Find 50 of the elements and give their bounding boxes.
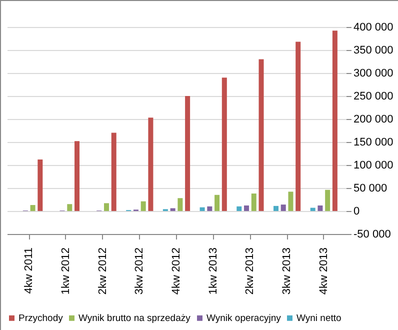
bar [207,206,212,211]
y-tick-label: 50 000 [354,182,388,194]
bar [318,205,323,211]
bar [111,132,116,211]
x-tick-label: 1kw 2013 [207,248,220,295]
x-tick-label: 2kw 2013 [244,248,256,295]
bar [200,207,205,211]
bar [280,204,286,211]
x-tick-label: 1kw 2012 [60,248,72,295]
bar [258,59,264,211]
y-tick-label: 0 [354,206,360,218]
bar [288,192,294,211]
legend-label: Przychody [18,313,64,324]
bar [185,96,190,211]
bar [140,201,146,211]
bar [296,42,301,211]
legend-label: Wynik brutto na sprzedaży [78,313,191,324]
y-tick-label: 300 000 [354,68,394,80]
bar [273,206,278,211]
x-tick-label: 3kw 2013 [281,248,294,295]
bar [236,206,242,211]
x-tick-label: 4kw 2012 [170,248,182,295]
x-tick-label: 3kw 2012 [134,248,146,295]
y-tick-label: 400 000 [354,22,394,34]
bar [67,204,72,211]
x-tick-label: 2kw 2012 [96,248,109,295]
y-tick-label: 250 000 [354,90,394,102]
bar [170,208,176,211]
bar [214,194,220,211]
bar [104,203,109,211]
legend-label: Wynik operacyjny [206,313,282,324]
bar [148,118,154,211]
bar [222,78,227,211]
bar [38,159,43,211]
y-tick-label: 150 000 [354,136,394,148]
bar [332,30,338,211]
bar [244,205,250,211]
y-tick-label: -50 000 [354,228,391,240]
bar [74,141,80,211]
bar [310,208,316,211]
x-tick-label: 4kw 2011 [23,248,36,294]
legend-label: Wyni netto [296,313,342,324]
y-tick-label: 100 000 [354,160,394,172]
y-tick-label: 200 000 [354,114,394,126]
bar [30,205,36,211]
bar [178,198,183,211]
bar [251,194,256,211]
bar [325,190,330,211]
y-tick-label: 350 000 [354,44,394,56]
x-tick-label: 4kw 2013 [318,248,330,295]
